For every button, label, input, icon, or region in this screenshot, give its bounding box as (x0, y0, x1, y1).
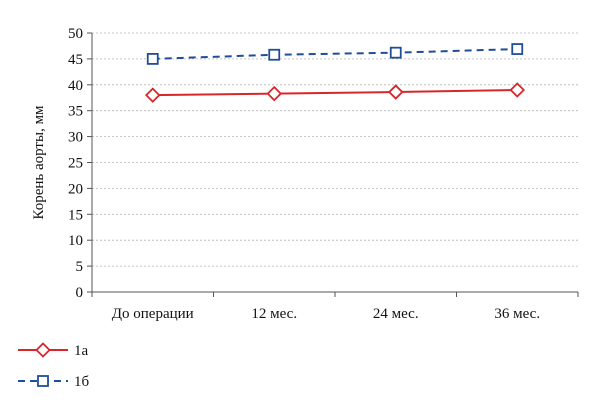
data-point (266, 85, 283, 102)
legend: 1а 1б (18, 342, 90, 390)
y-tick-label: 30 (68, 130, 83, 146)
series-2 (146, 43, 524, 65)
legend-entry: 1б (18, 374, 90, 390)
x-tick-labels: До операции 12 мес. 24 мес. 36 мес. (91, 292, 579, 322)
data-point (389, 46, 402, 59)
series-line (152, 48, 518, 60)
y-tick-label: 50 (68, 26, 83, 42)
grid-lines (92, 32, 578, 267)
data-point (511, 43, 524, 55)
y-tick-label: 0 (76, 285, 84, 301)
legend-label: 1б (74, 374, 90, 390)
data-point (146, 53, 159, 65)
y-tick-label: 10 (68, 233, 83, 249)
legend-label: 1а (74, 343, 89, 359)
series-group (144, 43, 526, 103)
data-point (144, 87, 161, 103)
series-1 (144, 82, 526, 103)
y-axis-label: Корень аорты, мм (31, 105, 47, 220)
y-tick-label: 15 (68, 207, 83, 223)
x-tick-label: 24 мес. (373, 306, 419, 322)
y-tick-label: 45 (68, 52, 83, 68)
y-tick-label: 35 (68, 104, 83, 120)
data-point (387, 84, 404, 100)
legend-marker (37, 375, 49, 387)
legend-entry: 1а (18, 342, 89, 359)
series-line (152, 88, 518, 97)
y-tick-label: 40 (68, 78, 83, 94)
data-point (509, 82, 526, 98)
x-tick-label: 36 мес. (494, 306, 540, 322)
x-tick-label: До операции (112, 306, 194, 322)
legend-marker (35, 342, 51, 358)
y-tick-labels: 0 5 10 15 20 25 30 35 40 45 50 (68, 26, 92, 301)
y-tick-label: 20 (68, 181, 83, 197)
data-point (268, 48, 281, 61)
x-tick-label: 12 мес. (251, 306, 297, 322)
y-tick-label: 5 (76, 259, 84, 275)
y-tick-label: 25 (68, 156, 83, 172)
